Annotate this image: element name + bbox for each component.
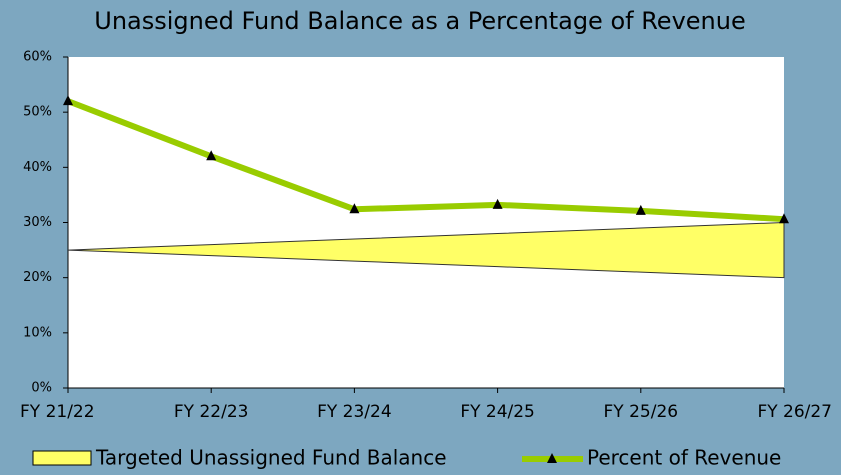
x-tick-label: FY 24/25 bbox=[460, 402, 535, 422]
y-tick-label: 10% bbox=[23, 325, 52, 340]
marker bbox=[492, 198, 503, 209]
legend-label: Percent of Revenue bbox=[587, 446, 781, 470]
y-tick-label: 60% bbox=[23, 50, 52, 65]
y-tick-label: 30% bbox=[23, 215, 52, 230]
x-tick-label: FY 21/22 bbox=[20, 402, 95, 422]
chart-title: Unassigned Fund Balance as a Percentage … bbox=[94, 7, 745, 35]
y-tick-label: 20% bbox=[23, 270, 52, 285]
marker bbox=[349, 203, 360, 214]
x-tick-label: FY 25/26 bbox=[604, 402, 679, 422]
x-tick-label: FY 22/23 bbox=[174, 402, 249, 422]
y-tick-label: 40% bbox=[23, 160, 52, 175]
marker bbox=[635, 204, 646, 215]
x-tick-label: FY 26/27 bbox=[757, 402, 832, 422]
x-tick-label: FY 23/24 bbox=[317, 402, 392, 422]
y-tick-label: 0% bbox=[31, 381, 52, 396]
line bbox=[66, 98, 785, 223]
marker bbox=[779, 213, 789, 224]
legend-swatch bbox=[32, 450, 92, 466]
marker bbox=[63, 95, 73, 106]
y-tick-label: 50% bbox=[23, 105, 52, 120]
legend-marker bbox=[547, 453, 557, 463]
plot-area bbox=[68, 57, 784, 388]
target-band bbox=[67, 221, 785, 279]
marker bbox=[206, 150, 217, 161]
legend-label: Targeted Unassigned Fund Balance bbox=[95, 446, 447, 470]
